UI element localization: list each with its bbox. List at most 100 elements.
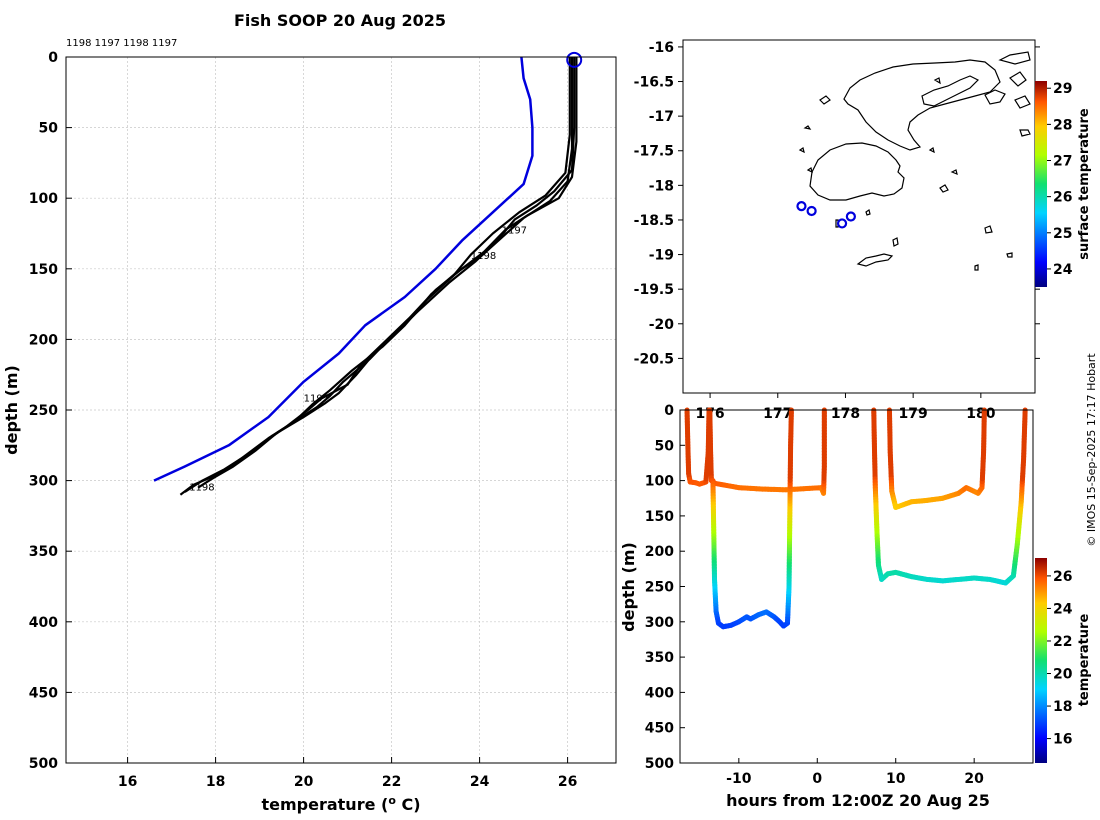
colorbar-tick-label: 22 — [1053, 634, 1072, 650]
map-chart: 176177178179180 -16-16.5-17-17.5-18-18.5… — [634, 39, 1092, 422]
profile-id-label: 1198 — [471, 251, 496, 262]
map-y-tick-label: -18.5 — [634, 213, 674, 229]
temperature-colorbar — [1035, 558, 1047, 763]
colorbar-tick-label: 29 — [1053, 81, 1072, 97]
profile-grid — [66, 56, 616, 764]
y-tick-label: 400 — [29, 615, 58, 631]
credit-text: © IMOS 15-Sep-2025 17:17 Hobart — [1085, 353, 1098, 547]
profile-x-ticks: 16 18 20 22 24 26 — [118, 757, 577, 790]
y-tick-label: 300 — [29, 474, 58, 490]
section-tracks — [684, 407, 1028, 630]
section-y-tick-label: 150 — [645, 509, 674, 525]
y-tick-label: 450 — [29, 685, 58, 701]
map-x-tick-label: 178 — [831, 406, 860, 422]
map-y-tick-label: -16 — [649, 40, 674, 56]
map-y-tick-label: -17.5 — [634, 144, 674, 160]
profile-plot-frame — [65, 56, 617, 764]
vanua-levu-coast — [843, 59, 1001, 151]
map-y-tick-label: -20 — [649, 317, 675, 333]
section-y-tick-label: 250 — [645, 580, 674, 596]
profile-series — [153, 51, 583, 496]
map-x-tick-label: 180 — [966, 406, 995, 422]
y-tick-label: 500 — [29, 756, 58, 772]
surface-marker — [566, 51, 583, 68]
profile-line — [210, 57, 574, 481]
colorbar-tick-label: 26 — [1053, 190, 1072, 206]
section-y-tick-label: 400 — [645, 685, 674, 701]
colorbar-tick-label: 27 — [1053, 154, 1072, 170]
kadavu-coast — [856, 253, 894, 267]
profile-id-label: 1197 — [502, 226, 527, 237]
colorbar-tick-label: 28 — [1053, 117, 1072, 133]
colorbar-tick-label: 20 — [1053, 667, 1073, 683]
profile-line — [197, 57, 578, 489]
station-marker — [845, 211, 856, 222]
x-tick-label: 20 — [294, 774, 314, 790]
section-frame — [679, 409, 1034, 764]
profile-y-axis-label: depth (m) — [2, 365, 21, 455]
profile-y-ticks: 0 50 100 150 200 250 300 350 400 450 500 — [29, 50, 72, 772]
y-tick-label: 50 — [39, 121, 59, 137]
map-y-tick-label: -19.5 — [634, 282, 674, 298]
taveuni-coast — [921, 75, 980, 107]
x-tick-label: 26 — [558, 774, 577, 790]
y-tick-label: 200 — [29, 332, 58, 348]
section-chart: -10 0 10 20 050100150200250300350400450500 … — [619, 403, 1092, 810]
surface-colorbar-label: surface temperature — [1077, 108, 1092, 260]
map-y-tick-label: -20.5 — [634, 351, 674, 367]
map-x-tick-label: 177 — [763, 406, 792, 422]
colorbar-tick-label: 26 — [1053, 569, 1072, 585]
viti-levu-coast — [809, 142, 905, 201]
map-y-tick-label: -18 — [649, 178, 674, 194]
profile-line — [184, 57, 576, 493]
map-y-tick-label: -17 — [649, 109, 674, 125]
x-tick-label: 18 — [206, 774, 225, 790]
station-marker — [796, 201, 807, 212]
colorbar-tick-label: 24 — [1053, 262, 1073, 278]
station-marker — [806, 205, 817, 217]
section-y-tick-label: 50 — [655, 438, 675, 454]
colorbar-tick-label: 18 — [1053, 699, 1072, 715]
section-x-tick-label: 0 — [812, 771, 822, 787]
section-y-ticks: 0 50 100 150 200 250 300 350 400 450 500 — [645, 403, 685, 772]
map-stations — [796, 201, 856, 229]
surface-temperature-colorbar — [1035, 81, 1047, 287]
x-tick-label: 22 — [382, 774, 401, 790]
map-y-ticks: -16 -16.5 -17 -17.5 -18 -18.5 -19 -19.5 -20 -20.5 — [634, 40, 1040, 367]
profile-id-label: 1198 — [189, 482, 214, 493]
section-x-tick-label: 10 — [886, 771, 906, 787]
y-tick-label: 250 — [29, 403, 58, 419]
map-y-tick-label: -16.5 — [634, 75, 674, 91]
section-x-axis-label: hours from 12:00Z 20 Aug 25 — [726, 791, 990, 810]
islands-northeast — [984, 51, 1031, 137]
coastlines — [798, 51, 1031, 271]
section-y-tick-label: 450 — [645, 721, 674, 737]
section-y-tick-label: 0 — [664, 403, 674, 419]
small-islands — [798, 77, 1013, 271]
map-x-tick-label: 179 — [899, 406, 928, 422]
map-y-tick-label: -19 — [649, 248, 674, 264]
section-x-tick-label: 20 — [964, 771, 984, 787]
map-frame — [682, 39, 1036, 394]
surface-colorbar-ticks: 24 25 26 27 28 29 — [1047, 81, 1073, 278]
profile-id-label: 1197 — [304, 394, 329, 405]
section-y-axis-label: depth (m) — [619, 542, 638, 632]
colorbar-tick-label: 24 — [1053, 601, 1073, 617]
section-y-tick-label: 100 — [645, 474, 674, 490]
profile-labels: 1198 1197 1198 1197 — [189, 226, 527, 494]
y-tick-label: 150 — [29, 262, 58, 278]
y-tick-label: 0 — [48, 50, 58, 66]
y-tick-label: 350 — [29, 544, 58, 560]
climatology-line — [153, 56, 534, 482]
x-tick-label: 16 — [118, 774, 137, 790]
section-y-tick-label: 300 — [645, 615, 674, 631]
section-x-ticks: -10 0 10 20 — [726, 758, 984, 787]
colorbar-tick-label: 16 — [1053, 732, 1072, 748]
profile-line — [179, 57, 571, 496]
top-profile-labels: 1198 1197 1198 1197 — [66, 38, 177, 49]
profile-chart: Fish SOOP 20 Aug 2025 1198 1197 1198 119… — [2, 11, 617, 814]
y-tick-label: 100 — [29, 191, 58, 207]
map-x-ticks: 176177178179180 — [695, 393, 996, 422]
x-tick-label: 24 — [470, 774, 490, 790]
